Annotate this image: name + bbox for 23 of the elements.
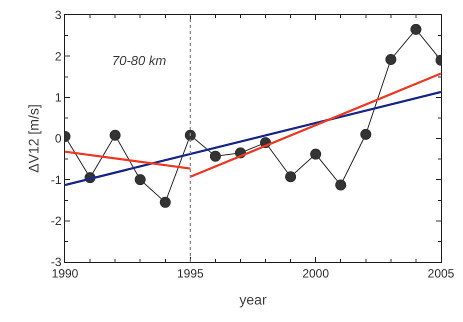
- x-tick-label: 2000: [302, 266, 330, 280]
- y-tick-label: 0: [54, 132, 62, 146]
- y-tick-label: -1: [50, 172, 62, 187]
- point: [184, 130, 196, 141]
- y-axis-title: ΔV12 [m/s]: [26, 104, 42, 173]
- point: [285, 171, 296, 182]
- point: [335, 180, 346, 191]
- x-tick-label: 2005: [428, 266, 455, 280]
- y-tick-label: -2: [50, 214, 62, 228]
- y-tick-label: 1: [54, 90, 62, 105]
- point: [134, 174, 146, 186]
- point: [360, 128, 372, 140]
- annotation: 70-80 km: [112, 53, 166, 68]
- point: [210, 150, 221, 162]
- point: [310, 148, 322, 160]
- point: [385, 54, 396, 65]
- y-tick-label: 3: [54, 8, 62, 22]
- point: [110, 130, 121, 141]
- point: [410, 24, 422, 35]
- point: [160, 196, 171, 208]
- x-tick-label: 1995: [176, 266, 204, 280]
- x-axis-title: year: [239, 292, 267, 308]
- y-tick-label: 2: [54, 49, 62, 64]
